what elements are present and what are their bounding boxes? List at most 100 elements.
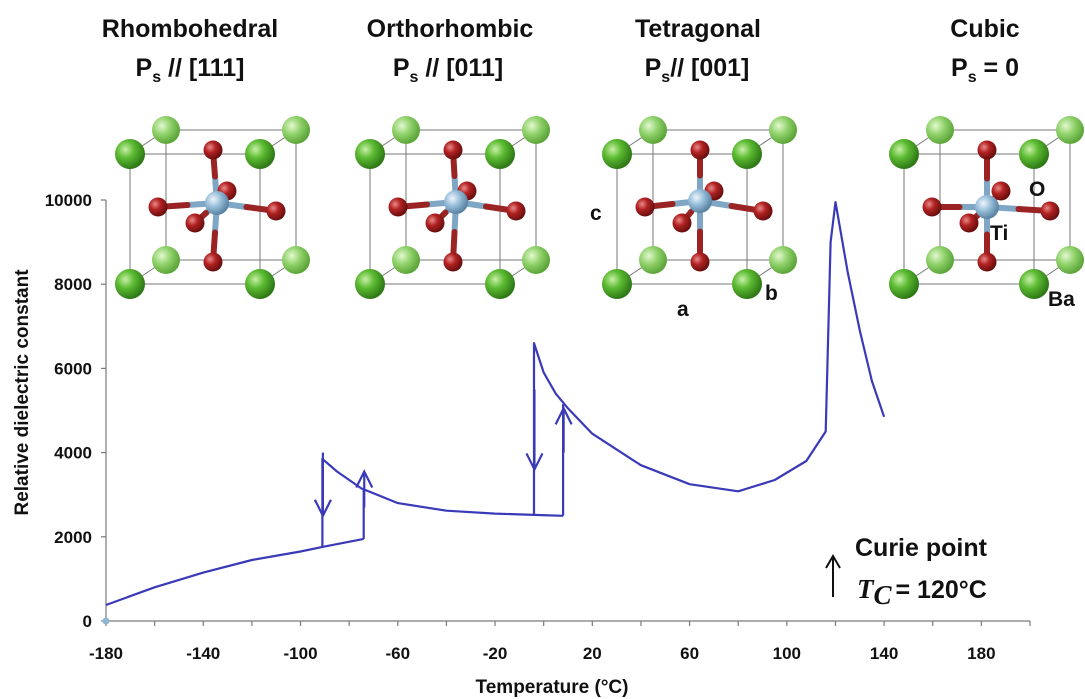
ba-atom: [639, 246, 667, 274]
x-tick-label: 180: [967, 644, 995, 663]
o-atom: [506, 201, 526, 221]
arrow-head: [525, 452, 544, 472]
arrow-head: [313, 499, 332, 519]
x-tick-label: 20: [583, 644, 602, 663]
ba-atom: [639, 116, 667, 144]
o-atom: [203, 252, 223, 272]
o-atom: [690, 140, 710, 160]
o-atom: [977, 140, 997, 160]
o-atom: [185, 213, 205, 233]
ba-atom: [485, 139, 515, 169]
ti-atom: [975, 195, 999, 219]
ba-atom: [522, 246, 550, 274]
unit-cell-rhombohedral: [115, 116, 310, 299]
o-atom: [443, 140, 463, 160]
x-axis-title: Temperature (°C): [476, 677, 629, 698]
arrow-head: [355, 469, 374, 489]
ba-atom: [522, 116, 550, 144]
ba-atom: [485, 269, 515, 299]
lattice-labels: c a b O Ti Ba: [590, 178, 1075, 321]
o-atom: [991, 181, 1011, 201]
phase-polarization-orthorhombic: Ps // [011]: [393, 54, 503, 86]
ba-atom: [889, 269, 919, 299]
o-atom: [977, 252, 997, 272]
atom-label-ti: Ti: [990, 222, 1008, 245]
phase-polarization-cubic: Ps = 0: [951, 54, 1019, 86]
y-tick-label: 6000: [54, 359, 92, 378]
atom-label-ba: Ba: [1048, 288, 1075, 311]
curie-value: TC = 120°C: [857, 574, 987, 610]
unit-cell-illustrations: [115, 116, 1084, 299]
ba-atom: [732, 269, 762, 299]
curie-label: Curie point: [855, 534, 988, 562]
ba-atom: [602, 269, 632, 299]
y-tick-label: 4000: [54, 444, 92, 463]
y-tick-label: 0: [83, 612, 92, 631]
o-atom: [425, 213, 445, 233]
ba-atom: [926, 116, 954, 144]
ba-atom: [152, 246, 180, 274]
origin-marker: [102, 617, 110, 625]
ba-atom: [1019, 269, 1049, 299]
arrow-head: [554, 405, 573, 425]
ba-atom: [1056, 116, 1084, 144]
curie-annotation: Curie point TC = 120°C: [825, 534, 988, 610]
o-atom: [203, 140, 223, 160]
ba-atom: [926, 246, 954, 274]
o-atom: [672, 213, 692, 233]
ba-atom: [115, 139, 145, 169]
ba-atom: [245, 269, 275, 299]
o-atom: [443, 252, 463, 272]
lattice-label-c: c: [590, 202, 602, 225]
o-atom: [635, 197, 655, 217]
x-tick-label: 100: [773, 644, 801, 663]
series-line-1: [322, 537, 364, 548]
x-tick-label: 140: [870, 644, 898, 663]
ba-atom: [769, 246, 797, 274]
o-atom: [959, 213, 979, 233]
ba-atom: [1056, 246, 1084, 274]
ba-atom: [889, 139, 919, 169]
o-atom: [1040, 201, 1060, 221]
ba-atom: [732, 139, 762, 169]
phase-polarization-rhombohedral: Ps // [111]: [136, 54, 245, 86]
x-tick-label: -140: [186, 644, 220, 663]
phase-title-orthorhombic: Orthorhombic: [367, 15, 534, 43]
ba-atom: [1019, 139, 1049, 169]
ba-atom: [602, 139, 632, 169]
y-tick-label: 10000: [45, 191, 92, 210]
ti-atom: [444, 190, 468, 214]
series-line-0: [105, 201, 886, 607]
ba-atom: [355, 139, 385, 169]
o-atom: [148, 197, 168, 217]
x-tick-label: -180: [89, 644, 123, 663]
series-line-3: [533, 513, 564, 517]
phase-title-rhombohedral: Rhombohedral: [102, 15, 278, 43]
o-atom: [388, 197, 408, 217]
ti-atom: [688, 189, 712, 213]
ba-atom: [392, 116, 420, 144]
x-tick-label: -20: [483, 644, 508, 663]
y-tick-label: 2000: [54, 528, 92, 547]
ba-atom: [245, 139, 275, 169]
o-atom: [690, 252, 710, 272]
ba-atom: [282, 246, 310, 274]
unit-cell-orthorhombic: [355, 116, 550, 299]
ba-atom: [115, 269, 145, 299]
phase-titles: Rhombohedral Ps // [111] Orthorhombic Ps…: [102, 15, 1020, 86]
ba-atom: [392, 246, 420, 274]
x-tick-label: 60: [680, 644, 699, 663]
unit-cell-cubic: [889, 116, 1084, 299]
y-tick-label: 8000: [54, 275, 92, 294]
ba-atom: [282, 116, 310, 144]
axes: 0 2000 4000 6000 8000 10000 -180 -140 -100 -60 -20…: [45, 191, 1031, 663]
curie-arrow-head: [825, 554, 841, 569]
phase-title-tetragonal: Tetragonal: [635, 15, 761, 43]
o-atom: [922, 197, 942, 217]
lattice-label-b: b: [765, 282, 778, 305]
o-atom: [753, 201, 773, 221]
ba-atom: [769, 116, 797, 144]
o-atom: [266, 201, 286, 221]
atom-label-o: O: [1029, 178, 1045, 201]
